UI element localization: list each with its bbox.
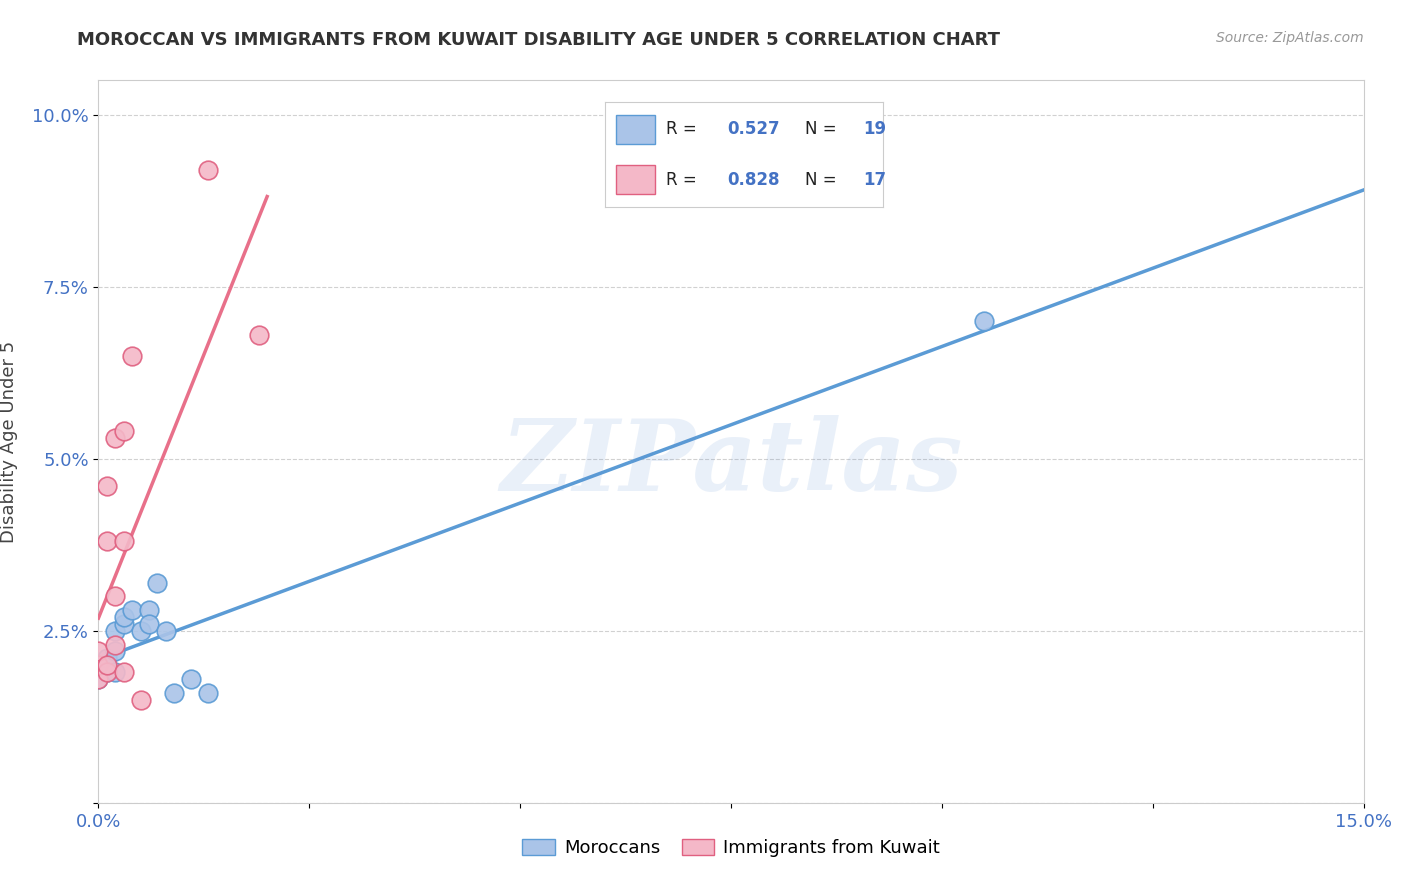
Point <box>96 665 118 679</box>
Text: MOROCCAN VS IMMIGRANTS FROM KUWAIT DISABILITY AGE UNDER 5 CORRELATION CHART: MOROCCAN VS IMMIGRANTS FROM KUWAIT DISAB… <box>77 31 1000 49</box>
Point <box>87 644 110 658</box>
Point <box>247 327 270 342</box>
Point <box>87 672 110 686</box>
Point <box>96 534 118 549</box>
Point <box>87 672 110 686</box>
Point <box>973 314 995 328</box>
Point <box>197 686 219 700</box>
Point <box>155 624 177 638</box>
Point <box>96 658 118 673</box>
Text: Source: ZipAtlas.com: Source: ZipAtlas.com <box>1216 31 1364 45</box>
Text: ZIPatlas: ZIPatlas <box>501 415 962 511</box>
Point <box>146 575 169 590</box>
Point <box>129 692 152 706</box>
Point <box>129 624 152 638</box>
Point <box>112 534 135 549</box>
Point <box>104 431 127 445</box>
Point <box>96 479 118 493</box>
Point <box>163 686 186 700</box>
Point <box>112 665 135 679</box>
Point <box>104 590 127 604</box>
Point <box>138 616 160 631</box>
Legend: Moroccans, Immigrants from Kuwait: Moroccans, Immigrants from Kuwait <box>513 830 949 866</box>
Point <box>112 424 135 438</box>
Point <box>180 672 202 686</box>
Point <box>104 644 127 658</box>
Point <box>138 603 160 617</box>
Y-axis label: Disability Age Under 5: Disability Age Under 5 <box>0 341 18 542</box>
Point <box>112 610 135 624</box>
Point <box>96 651 118 665</box>
Point <box>121 603 143 617</box>
Point <box>87 658 110 673</box>
Point <box>87 658 110 673</box>
Point <box>104 665 127 679</box>
Point <box>112 616 135 631</box>
Point <box>197 162 219 177</box>
Point <box>104 624 127 638</box>
Point <box>121 349 143 363</box>
Point <box>96 665 118 679</box>
Point <box>104 638 127 652</box>
